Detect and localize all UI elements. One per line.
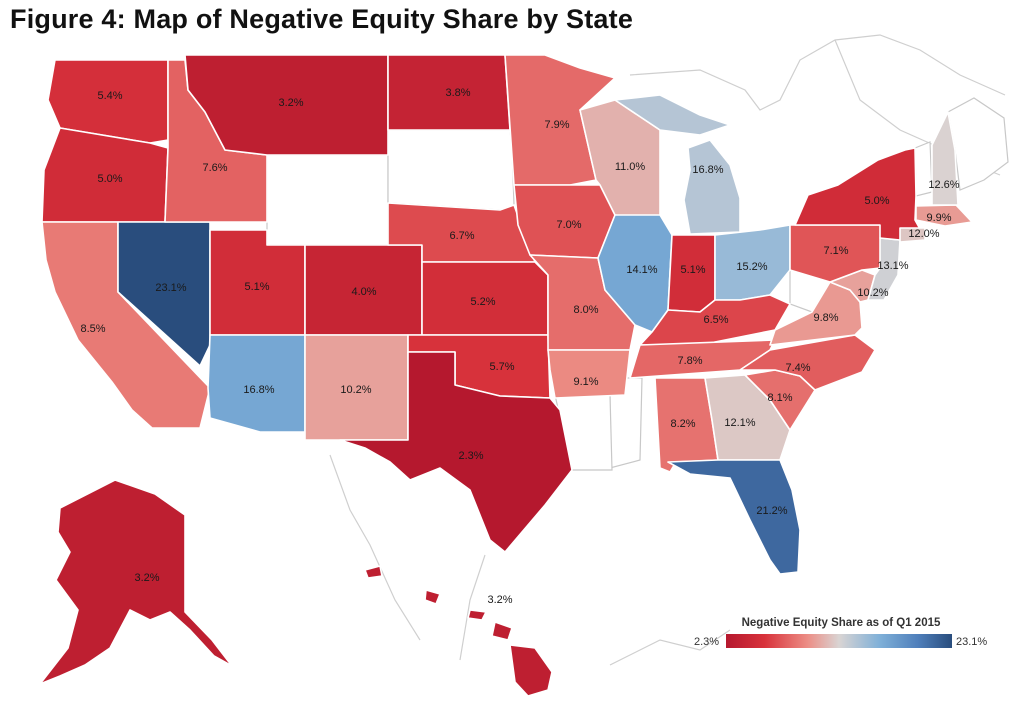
label-IN: 5.1% [680,264,705,276]
label-CO: 4.0% [351,286,376,298]
label-OH: 15.2% [736,261,767,273]
state-NJ[interactable] [867,237,901,301]
label-OK: 5.7% [489,361,514,373]
label-UT: 5.1% [244,281,269,293]
state-MI[interactable] [683,139,741,235]
state-SD[interactable] [387,129,515,211]
label-MA: 9.9% [926,212,951,224]
label-MD: 10.2% [857,287,888,299]
label-MI: 16.8% [692,164,723,176]
label-AK: 3.2% [134,572,159,584]
state-NH[interactable] [931,111,959,206]
color-legend: Negative Equity Share as of Q1 2015 2.3%… [694,617,987,648]
label-VA: 9.8% [813,312,838,324]
label-MN: 7.9% [544,119,569,131]
label-IL: 14.1% [626,264,657,276]
label-HI: 3.2% [487,594,512,606]
label-KY: 6.5% [703,314,728,326]
legend-min-label: 2.3% [694,636,719,648]
label-MO: 8.0% [573,304,598,316]
state-regions [39,54,973,697]
state-AK[interactable] [39,479,233,685]
label-NE: 6.7% [449,230,474,242]
state-HI[interactable] [364,565,553,697]
state-CT[interactable] [899,227,926,243]
label-SC: 8.1% [767,392,792,404]
label-MT: 3.2% [278,97,303,109]
state-WY[interactable] [266,154,389,246]
map-title: Figure 4: Map of Negative Equity Share b… [10,4,634,34]
label-WA: 5.4% [97,90,122,102]
label-IA: 7.0% [556,219,581,231]
state-NC[interactable] [739,334,876,391]
label-NH: 12.6% [928,179,959,191]
label-KS: 5.2% [470,296,495,308]
label-NV: 23.1% [155,282,186,294]
label-NM: 10.2% [340,384,371,396]
label-TX: 2.3% [458,450,483,462]
label-ND: 3.8% [445,87,470,99]
label-TN: 7.8% [677,355,702,367]
state-NY[interactable] [794,147,926,241]
label-NC: 7.4% [785,362,810,374]
label-AZ: 16.8% [243,384,274,396]
state-AR[interactable] [547,349,631,399]
label-NJ: 13.1% [877,260,908,272]
label-FL: 21.2% [756,505,787,517]
state-labels: 5.4% 5.0% 8.5% 23.1% 7.6% 3.2% 5.1% 16.8… [80,87,959,606]
legend-max-label: 23.1% [956,636,987,648]
label-ID: 7.6% [202,162,227,174]
label-NY: 5.0% [864,195,889,207]
label-GA: 12.1% [724,417,755,429]
label-PA: 7.1% [823,245,848,257]
basemap [329,34,1006,666]
state-MI-upper[interactable] [614,94,731,136]
legend-title: Negative Equity Share as of Q1 2015 [742,617,941,629]
label-WI: 11.0% [615,161,646,173]
label-OR: 5.0% [97,173,122,185]
label-AR: 9.1% [573,376,598,388]
label-CT: 12.0% [908,228,939,240]
state-TX[interactable] [339,351,573,553]
label-AL: 8.2% [670,418,695,430]
state-FL[interactable] [667,459,801,575]
label-CA: 8.5% [80,323,105,335]
legend-color-bar [726,634,952,648]
